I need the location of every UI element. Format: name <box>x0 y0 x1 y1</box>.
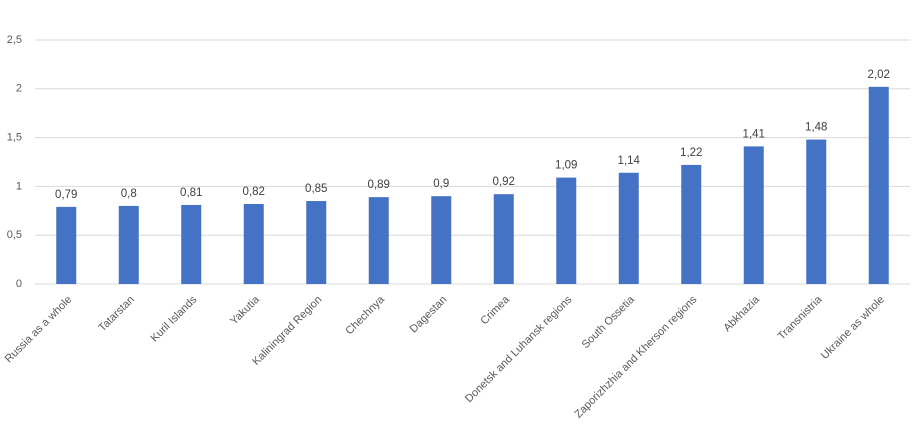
value-label: 1,14 <box>618 155 641 167</box>
bar <box>681 164 702 284</box>
value-label: 0,85 <box>305 183 327 195</box>
x-tick-label: Ukraine as whole <box>819 294 887 362</box>
bar <box>743 146 764 284</box>
bar <box>118 205 139 284</box>
value-label: 0,82 <box>243 186 265 198</box>
x-tick-label: Donetsk and Luhansk regions <box>463 293 575 405</box>
bar <box>618 172 639 284</box>
y-tick-label: 0,5 <box>7 229 22 241</box>
value-label: 1,09 <box>555 160 577 172</box>
x-tick-label: Tatarstan <box>96 294 136 334</box>
y-tick-label: 2 <box>16 83 22 95</box>
bar <box>181 204 202 284</box>
bar <box>56 206 77 284</box>
y-tick-label: 1,5 <box>7 132 22 144</box>
value-label: 1,41 <box>743 128 765 140</box>
value-label: 1,22 <box>680 147 702 159</box>
value-label: 2,02 <box>868 69 890 81</box>
x-tick-label: Russia as a whole <box>3 294 75 366</box>
x-tick-label: Kaliningrad Region <box>250 294 324 368</box>
value-label: 0,81 <box>180 187 202 199</box>
x-tick-label: Abkhazia <box>721 293 762 334</box>
value-label: 0,92 <box>493 176 515 188</box>
bar <box>868 86 889 285</box>
value-label: 1,48 <box>805 122 827 134</box>
x-tick-label: Chechnya <box>343 293 387 337</box>
y-tick-label: 0 <box>16 278 22 290</box>
value-label: 0,79 <box>55 189 77 201</box>
y-tick-label: 1 <box>16 180 22 192</box>
x-tick-label: Transnistria <box>776 293 825 342</box>
bar <box>368 197 389 284</box>
value-label: 0,8 <box>121 188 137 200</box>
value-label: 0,9 <box>433 178 449 190</box>
y-tick-label: 2,5 <box>7 34 22 46</box>
x-tick-label: Crimea <box>478 293 512 327</box>
bar <box>431 196 452 284</box>
value-label: 0,89 <box>368 179 390 191</box>
bar <box>306 201 327 284</box>
x-tick-label: Zaporizhzhia and Kherson regions <box>572 293 699 420</box>
bar <box>806 139 827 284</box>
bar <box>556 177 577 284</box>
bar <box>243 203 264 284</box>
x-tick-label: Dagestan <box>408 294 450 336</box>
bar <box>493 194 514 284</box>
x-tick-label: Kuril Islands <box>149 293 200 344</box>
x-tick-label: South Ossetia <box>580 293 638 351</box>
x-tick-label: Yakutia <box>228 293 262 327</box>
